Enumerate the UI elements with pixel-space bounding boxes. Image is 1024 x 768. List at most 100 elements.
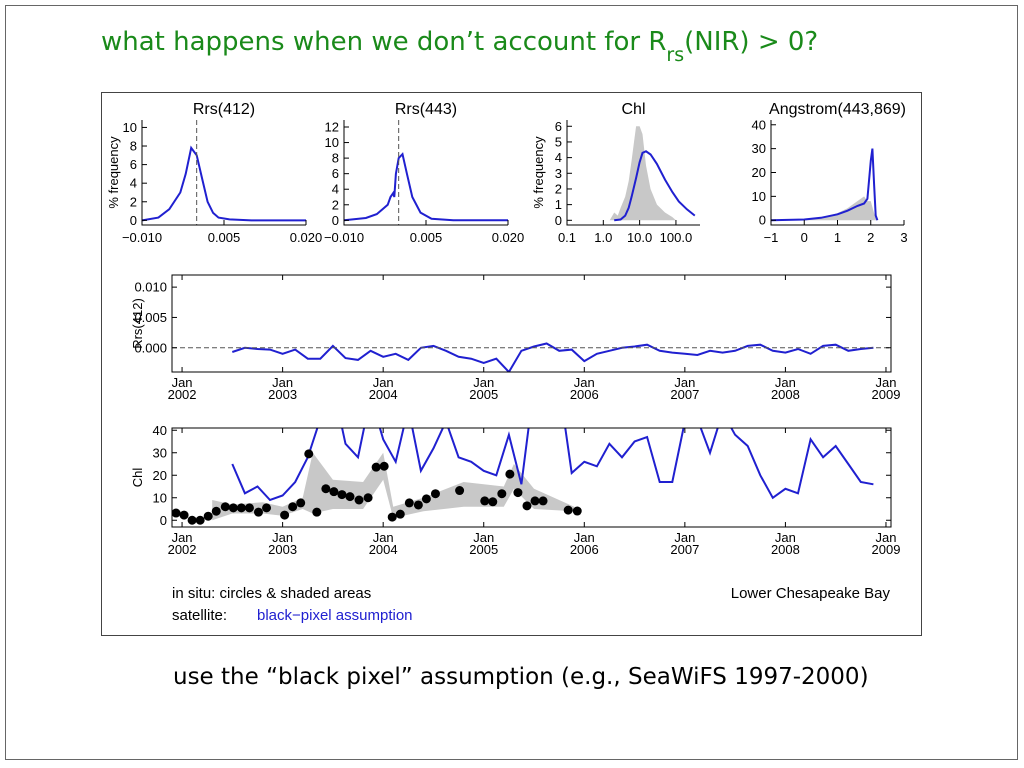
chart-title: Chl (621, 101, 645, 118)
chart-title: Angstrom(443,869) (769, 101, 906, 118)
x-tick-label: 0.1 (558, 230, 576, 245)
x-tick-label: 0.020 (290, 230, 323, 245)
x-tick-label: 2007 (670, 387, 699, 402)
in-situ-point (505, 469, 515, 479)
chart: Chl010203040Jan2002Jan2003Jan2004Jan2005… (130, 423, 900, 557)
data-line (614, 150, 696, 222)
in-situ-point (480, 496, 490, 506)
x-tick-label: Jan (875, 375, 896, 390)
x-tick-label: Jan (775, 375, 796, 390)
y-tick-label: 12 (325, 120, 339, 135)
y-tick-label: 40 (153, 423, 167, 438)
in-situ-point (211, 506, 221, 516)
y-tick-label: 0.005 (134, 310, 167, 325)
y-tick-label: 10 (752, 189, 766, 204)
slide-border (5, 5, 1018, 760)
x-tick-label: 2004 (369, 542, 398, 557)
x-tick-label: 0 (801, 230, 808, 245)
chart-title: Rrs(443) (395, 101, 457, 118)
in-situ-point (530, 496, 540, 506)
legend-text: satellite: (172, 607, 227, 624)
in-situ-point (455, 486, 465, 496)
y-tick-label: 2 (555, 181, 562, 196)
x-tick-label: Jan (574, 375, 595, 390)
x-tick-label: 1.0 (594, 230, 612, 245)
axis-frame (171, 274, 892, 373)
in-situ-point (203, 511, 213, 521)
y-tick-label: 1 (555, 197, 562, 212)
in-situ-point (187, 515, 197, 525)
y-tick-label: 4 (332, 182, 339, 197)
y-tick-label: 4 (555, 150, 562, 165)
in-situ-point (379, 461, 389, 471)
data-line (344, 152, 508, 222)
x-tick-label: 2005 (469, 387, 498, 402)
y-tick-label: 6 (332, 166, 339, 181)
x-tick-label: 100.0 (660, 230, 693, 245)
y-tick-label: 30 (153, 445, 167, 460)
x-tick-label: 0.020 (492, 230, 525, 245)
in-situ-point (522, 501, 532, 511)
y-tick-label: 4 (130, 176, 137, 191)
chart: Rrs(412)0.0000.0050.010Jan2002Jan2003Jan… (130, 274, 900, 402)
in-situ-point (404, 498, 414, 508)
in-situ-point (280, 510, 290, 520)
x-tick-label: Jan (172, 530, 193, 545)
x-tick-label: 2003 (268, 542, 297, 557)
x-tick-label: Jan (172, 375, 193, 390)
data-line (231, 428, 874, 502)
in-situ-point (572, 506, 582, 516)
title-subscript: rs (666, 44, 684, 66)
x-tick-label: Jan (373, 530, 394, 545)
histogram-area (609, 126, 676, 221)
x-tick-label: 2004 (369, 387, 398, 402)
y-tick-label: 2 (332, 197, 339, 212)
y-tick-label: 0.000 (134, 340, 167, 355)
in-situ-point (488, 497, 498, 507)
in-situ-point (497, 489, 507, 499)
data-line (771, 148, 879, 222)
in-situ-point (538, 496, 548, 506)
y-tick-label: 6 (555, 119, 562, 134)
title-text: what happens when we don’t account for R (101, 27, 666, 57)
x-tick-label: Jan (473, 530, 494, 545)
y-tick-label: 0 (130, 213, 137, 228)
in-situ-point (395, 509, 405, 519)
x-tick-label: 2002 (168, 542, 197, 557)
x-tick-label: Jan (272, 375, 293, 390)
y-axis-label: % frequency (106, 136, 121, 209)
x-tick-label: 1 (834, 230, 841, 245)
y-axis-label: Rrs(412) (130, 298, 145, 349)
y-tick-label: 8 (130, 139, 137, 154)
in-situ-point (371, 462, 381, 472)
in-situ-point (354, 495, 364, 505)
in-situ-point (288, 502, 298, 512)
axis-frame (171, 427, 892, 528)
in-situ-point (345, 492, 355, 502)
y-axis-label: Chl (130, 468, 145, 488)
x-tick-label: 0.005 (410, 230, 443, 245)
in-situ-point (228, 503, 238, 513)
y-axis-label: % frequency (531, 136, 546, 209)
x-tick-label: 2006 (570, 387, 599, 402)
x-tick-label: Jan (775, 530, 796, 545)
in-situ-point (304, 449, 314, 459)
x-tick-label: 2 (867, 230, 874, 245)
x-tick-label: Jan (473, 375, 494, 390)
x-tick-label: 2006 (570, 542, 599, 557)
slide-title: what happens when we don’t account for R… (101, 27, 818, 66)
y-tick-label: 0.010 (134, 280, 167, 295)
figure-frame (101, 92, 922, 636)
in-situ-point (253, 507, 263, 517)
x-tick-label: 2002 (168, 387, 197, 402)
in-situ-point (262, 503, 272, 513)
in-situ-point (179, 510, 189, 520)
y-tick-label: 40 (752, 117, 766, 132)
y-tick-label: 2 (130, 194, 137, 209)
in-situ-point (296, 498, 306, 508)
x-tick-label: 0.005 (208, 230, 241, 245)
in-situ-point (413, 500, 423, 510)
